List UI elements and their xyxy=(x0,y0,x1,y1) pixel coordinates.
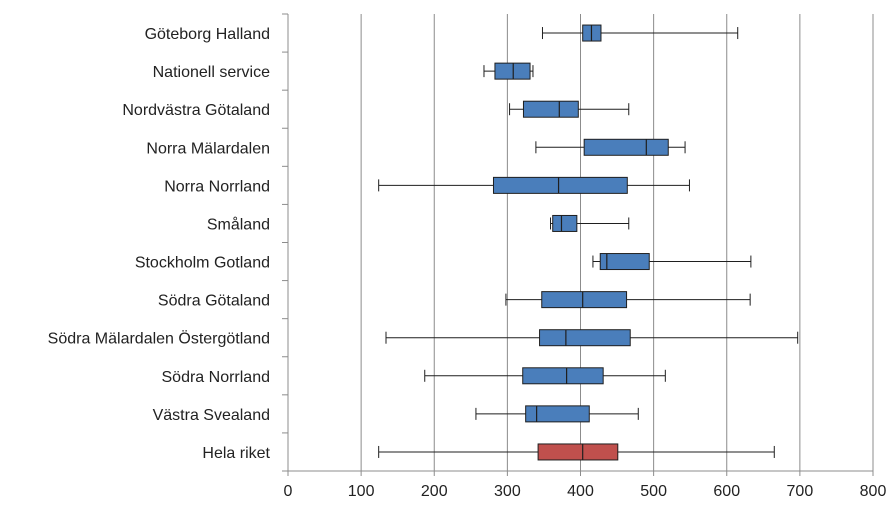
box-12 xyxy=(378,443,775,461)
category-label-1: Göteborg Halland xyxy=(145,26,270,43)
box-7 xyxy=(592,253,752,271)
x-tick-label-0: 0 xyxy=(284,483,293,500)
category-label-12: Hela riket xyxy=(202,445,270,462)
box-iqr xyxy=(599,253,650,271)
category-label-10: Södra Norrland xyxy=(162,369,271,386)
box-iqr xyxy=(583,138,669,156)
box-iqr xyxy=(492,176,628,194)
x-tick-label-100: 100 xyxy=(348,483,375,500)
box-1 xyxy=(541,24,739,42)
box-iqr xyxy=(525,405,590,423)
x-tick-labels: 0 100 200 300 400 500 600 700 800 xyxy=(284,483,887,500)
x-tick-label-600: 600 xyxy=(713,483,740,500)
box-iqr xyxy=(522,367,604,385)
category-labels: Göteborg Halland Nationell service Nordväs… xyxy=(48,26,271,462)
category-label-2: Nationell service xyxy=(153,64,270,81)
box-iqr xyxy=(494,62,531,80)
box-10 xyxy=(424,367,666,385)
box-4 xyxy=(535,138,686,156)
x-tick-label-700: 700 xyxy=(787,483,814,500)
x-tick-label-800: 800 xyxy=(860,483,887,500)
category-label-4: Norra Mälardalen xyxy=(146,140,270,157)
boxes xyxy=(378,24,799,461)
box-3 xyxy=(509,100,630,118)
category-label-11: Västra Svealand xyxy=(153,407,270,424)
box-iqr xyxy=(522,100,579,118)
category-label-6: Småland xyxy=(207,215,270,233)
box-iqr xyxy=(539,329,631,347)
box-iqr xyxy=(537,443,619,461)
category-label-3: Nordvästra Götaland xyxy=(122,102,270,119)
category-label-9: Södra Mälardalen Östergötland xyxy=(48,330,270,348)
gridlines xyxy=(360,14,874,471)
axes xyxy=(282,13,874,476)
x-tick-label-400: 400 xyxy=(567,483,594,500)
category-label-8: Södra Götaland xyxy=(158,293,270,310)
box-6 xyxy=(550,214,630,232)
x-tick-label-300: 300 xyxy=(494,483,521,500)
box-11 xyxy=(475,405,639,423)
box-iqr xyxy=(541,291,628,309)
box-8 xyxy=(505,291,751,309)
box-iqr xyxy=(552,214,578,232)
box-5 xyxy=(378,176,690,194)
box-2 xyxy=(483,62,534,80)
x-tick-label-200: 200 xyxy=(421,483,448,500)
x-tick-label-500: 500 xyxy=(640,483,667,500)
category-label-7: Stockholm Gotland xyxy=(135,255,270,272)
box-9 xyxy=(385,329,799,347)
category-label-5: Norra Norrland xyxy=(164,178,270,195)
